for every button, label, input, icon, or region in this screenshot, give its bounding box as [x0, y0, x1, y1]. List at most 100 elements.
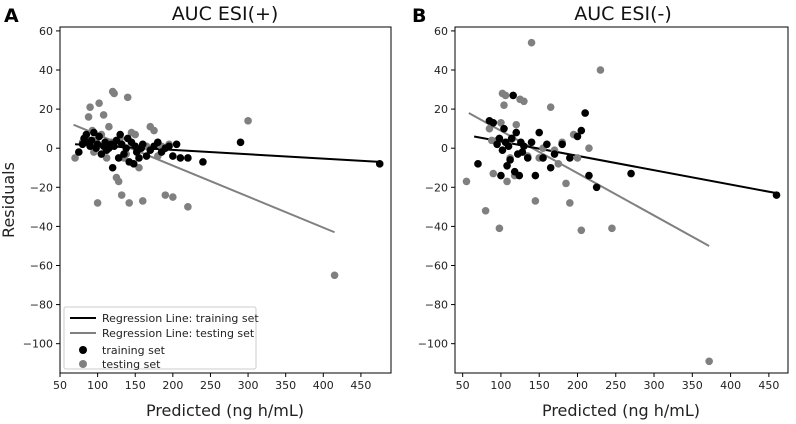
- training-point: [772, 191, 781, 199]
- training-point: [500, 124, 508, 133]
- training-point: [90, 128, 98, 137]
- training-point: [375, 160, 384, 168]
- training-point: [566, 154, 574, 162]
- training-point: [131, 142, 140, 151]
- y-tick-label: −100: [418, 338, 448, 351]
- testing-point: [117, 191, 126, 199]
- testing-point: [500, 101, 508, 109]
- training-point: [169, 152, 177, 160]
- x-tick-label: 50: [456, 379, 470, 392]
- testing-point: [184, 203, 192, 211]
- testing-point: [487, 136, 496, 145]
- panel-b-label: B: [412, 5, 426, 27]
- training-point: [585, 171, 593, 180]
- legend-entry-testing-point: testing set: [102, 358, 161, 371]
- training-point: [577, 126, 586, 135]
- testing-point: [501, 91, 510, 100]
- testing-point: [503, 177, 511, 186]
- training-point: [539, 154, 547, 162]
- legend-swatch-training-point: [79, 346, 87, 354]
- testing-point: [577, 226, 586, 235]
- training-point: [520, 142, 528, 151]
- testing-point: [95, 99, 103, 108]
- testing-point: [110, 89, 118, 98]
- panel-a: A AUC ESI(+) 50 100 150 200 250 300 350 400 450 …: [0, 3, 392, 420]
- training-point: [138, 140, 147, 149]
- training-point: [506, 156, 514, 164]
- training-point: [153, 138, 162, 147]
- training-point: [509, 91, 517, 100]
- y-tick-label: 0: [441, 142, 448, 155]
- training-point: [122, 144, 130, 152]
- panel-a-axes-frame: [59, 26, 392, 374]
- training-point: [546, 163, 555, 172]
- training-point: [176, 154, 185, 162]
- testing-point: [527, 38, 536, 47]
- training-point: [114, 154, 123, 162]
- testing-point: [102, 154, 111, 162]
- training-point: [199, 158, 207, 166]
- testing-point: [462, 177, 471, 186]
- y-tick-label: 40: [434, 64, 448, 77]
- panel-a-x-ticks: 50 100 150 200 250 300 350 400 450: [53, 373, 371, 392]
- training-point: [97, 150, 106, 158]
- y-tick-label: −60: [425, 259, 448, 272]
- training-point: [493, 140, 501, 149]
- testing-point: [114, 177, 123, 186]
- training-point: [110, 142, 118, 151]
- training-point: [627, 169, 635, 178]
- regression-line-testing: [468, 112, 710, 247]
- training-point: [86, 142, 94, 151]
- y-tick-label: −20: [30, 181, 53, 194]
- testing-point: [138, 197, 147, 205]
- training-point: [581, 109, 589, 117]
- panel-b: B AUC ESI(-) 50 100 150 200 250 300 350 400 450 …: [412, 3, 789, 420]
- panel-b-axes-frame: [454, 26, 789, 374]
- testing-point: [573, 154, 582, 162]
- x-tick-label: 250: [605, 379, 626, 392]
- panel-b-x-ticks: 50 100 150 200 250 300 350 400 450: [456, 373, 779, 392]
- y-tick-label: 40: [39, 64, 53, 77]
- testing-point: [531, 197, 540, 205]
- testing-point: [546, 103, 555, 111]
- testing-point: [105, 122, 113, 131]
- training-point: [512, 128, 521, 137]
- testing-point: [705, 357, 713, 366]
- testing-point: [84, 113, 93, 121]
- training-point: [503, 161, 511, 170]
- x-tick-label: 300: [644, 379, 665, 392]
- panel-b-title: AUC ESI(-): [574, 3, 672, 25]
- testing-point: [169, 193, 177, 201]
- testing-point: [497, 118, 505, 127]
- training-point: [543, 140, 551, 149]
- testing-point: [123, 93, 132, 102]
- training-point: [527, 138, 536, 147]
- panel-b-y-ticks: 60 40 20 0 −20 −40 −60 −80 −100: [418, 25, 455, 351]
- training-point: [550, 150, 559, 158]
- x-tick-label: 100: [87, 379, 108, 392]
- x-tick-label: 50: [53, 379, 67, 392]
- training-point: [236, 138, 245, 147]
- testing-point: [161, 191, 170, 199]
- y-tick-label: −20: [425, 181, 448, 194]
- training-point: [129, 160, 138, 168]
- testing-point: [608, 224, 616, 233]
- training-point: [558, 140, 566, 149]
- training-point: [87, 136, 96, 145]
- testing-point: [554, 160, 563, 168]
- testing-point: [485, 124, 494, 133]
- testing-point: [520, 97, 528, 106]
- training-point: [116, 130, 124, 139]
- legend-box: [63, 306, 257, 370]
- training-point: [165, 142, 173, 151]
- training-point: [518, 148, 527, 156]
- y-tick-label: −40: [30, 220, 53, 233]
- y-tick-label: −60: [30, 259, 53, 272]
- x-tick-label: 200: [162, 379, 183, 392]
- y-tick-label: 20: [39, 103, 53, 116]
- training-point: [498, 146, 507, 154]
- testing-point: [244, 117, 252, 125]
- x-tick-label: 450: [350, 379, 371, 392]
- training-point: [75, 148, 83, 156]
- training-point: [101, 138, 109, 147]
